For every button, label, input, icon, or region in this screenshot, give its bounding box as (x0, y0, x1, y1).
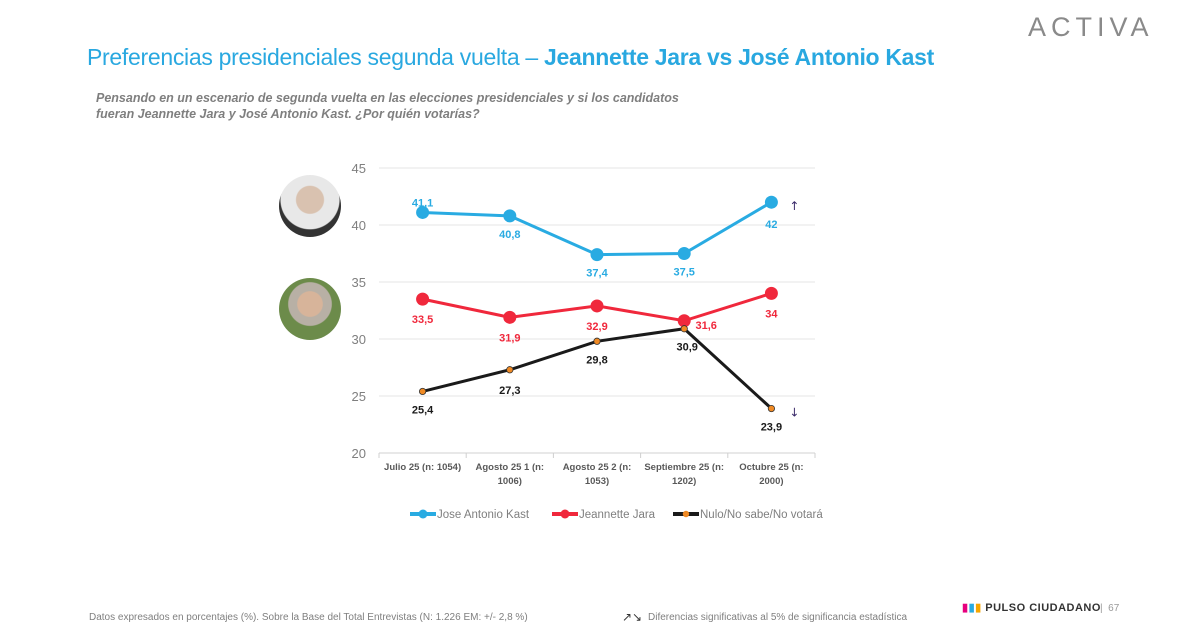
jara-photo (279, 278, 341, 340)
data-label: 31,9 (499, 332, 520, 344)
data-label: 25,4 (412, 404, 434, 416)
survey-question: Pensando en un escenario de segunda vuel… (96, 91, 679, 121)
title-candidates: Jeannette Jara vs José Antonio Kast (544, 44, 935, 70)
legend-label: Jeannette Jara (579, 509, 656, 521)
data-label: 33,5 (412, 314, 433, 326)
footer-note: Datos expresados en porcentajes (%). Sob… (89, 612, 528, 623)
x-tick-label: 1053) (585, 476, 609, 487)
x-tick-label: 2000) (759, 476, 783, 487)
page-title: Preferencias presidenciales segunda vuel… (87, 44, 934, 71)
data-point (416, 205, 430, 219)
y-tick-label: 25 (352, 389, 366, 404)
significance-arrow: ↑ (789, 199, 799, 213)
legend-label: Nulo/No sabe/No votará (700, 509, 823, 521)
data-point (418, 387, 427, 396)
data-label: 30,9 (676, 342, 697, 354)
legend-marker (682, 510, 690, 518)
y-tick-label: 20 (352, 446, 366, 461)
data-point (677, 247, 691, 260)
significance-arrow: ↓ (789, 406, 799, 420)
x-tick-label: Agosto 25 1 (n: (475, 462, 544, 473)
page-number: | 67 (1100, 603, 1120, 614)
y-tick-label: 35 (352, 275, 366, 290)
data-point (680, 325, 688, 333)
data-point (503, 209, 517, 223)
activa-logo: ACTIVA (1028, 12, 1154, 42)
data-point (593, 337, 601, 345)
data-label: 41,1 (412, 197, 433, 209)
data-label: 37,4 (586, 268, 608, 280)
data-point (506, 366, 514, 374)
data-label: 23,9 (761, 422, 782, 434)
legend-marker (560, 509, 570, 519)
significance-note: Diferencias significativas al 5% de sign… (648, 612, 908, 623)
data-point (416, 292, 430, 306)
y-tick-label: 40 (352, 218, 366, 233)
data-point (503, 310, 517, 324)
data-point (764, 195, 778, 209)
x-tick-label: Septiembre 25 (n: (644, 462, 724, 473)
data-point (677, 314, 691, 328)
x-tick-label: Julio 25 (n: 1054) (384, 462, 461, 473)
data-label: 42 (765, 219, 777, 231)
data-label: 31,6 (695, 320, 716, 332)
series-line-0 (422, 200, 773, 257)
data-point (764, 286, 778, 300)
legend-marker (418, 509, 428, 519)
x-tick-label: 1202) (672, 476, 696, 487)
kast-photo (279, 175, 341, 237)
x-tick-label: 1006) (498, 476, 522, 487)
data-label: 32,9 (586, 321, 607, 333)
brand-name: PULSO CIUDADANO (985, 602, 1101, 614)
pulso-ciudadano-logo: ▮▮▮ PULSO CIUDADANO (962, 602, 1101, 614)
title-main: Preferencias presidenciales segunda vuel… (87, 44, 545, 70)
y-tick-label: 30 (352, 332, 366, 347)
data-point (590, 248, 604, 262)
legend-label: Jose Antonio Kast (437, 509, 530, 521)
data-label: 34 (765, 308, 778, 320)
data-label: 40,8 (499, 229, 520, 241)
significance-icon: ↗↘ (622, 610, 643, 624)
page-number-value: 67 (1108, 603, 1120, 614)
x-tick-label: Agosto 25 2 (n: (563, 462, 632, 473)
data-label: 37,5 (673, 267, 694, 279)
data-label: 29,8 (586, 354, 607, 366)
data-label: 27,3 (499, 385, 520, 397)
y-tick-label: 45 (352, 161, 366, 176)
data-point (767, 404, 776, 413)
x-tick-label: Octubre 25 (n: (739, 462, 803, 473)
data-point (590, 299, 604, 313)
